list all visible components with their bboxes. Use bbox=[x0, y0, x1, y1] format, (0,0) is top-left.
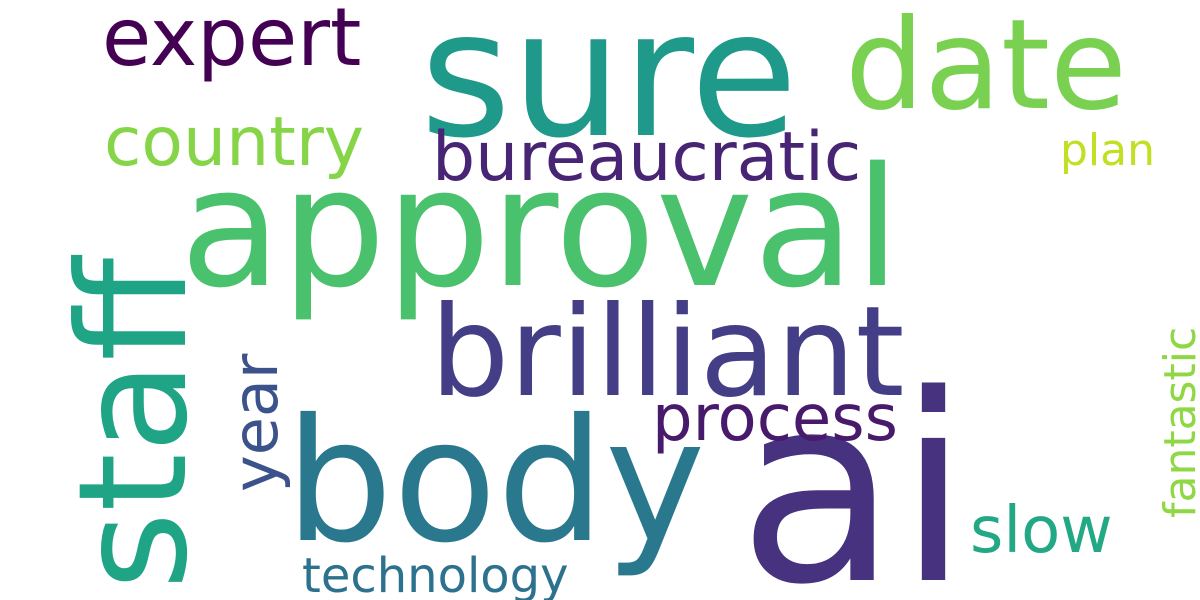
word-fantastic: fantastic bbox=[1155, 327, 1200, 518]
word-bureaucratic: bureaucratic bbox=[432, 118, 861, 197]
word-technology: technology bbox=[302, 548, 569, 600]
word-date: date bbox=[845, 0, 1127, 138]
word-brilliant: brilliant bbox=[430, 280, 905, 425]
word-country: country bbox=[104, 103, 364, 182]
word-slow: slow bbox=[970, 494, 1113, 568]
word-process: process bbox=[652, 382, 898, 456]
word-ai: ai bbox=[738, 340, 970, 600]
word-year: year bbox=[219, 353, 292, 492]
word-plan: plan bbox=[1060, 125, 1155, 176]
word-approval: approval bbox=[180, 132, 900, 324]
word-sure: sure bbox=[420, 0, 798, 177]
word-body: body bbox=[285, 383, 705, 581]
word-staff: staff bbox=[47, 254, 221, 590]
word-expert: expert bbox=[102, 0, 361, 84]
